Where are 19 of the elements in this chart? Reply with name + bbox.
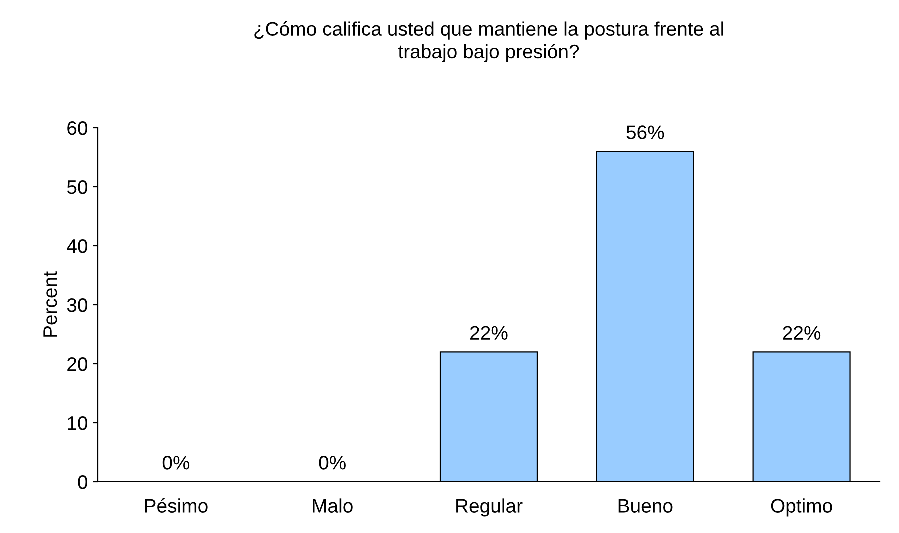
y-tick-label: 30 — [67, 298, 88, 312]
y-tick-label: 40 — [67, 239, 88, 254]
x-tick-label: Malo — [313, 498, 353, 513]
data-label: 56% — [626, 126, 664, 140]
x-tick-label: Optimo — [771, 498, 832, 517]
chart-title: ¿Cómo califica usted que mantiene la postura frente al trabajo bajo presión? — [254, 22, 724, 62]
x-tick-label: Pésimo — [145, 498, 208, 513]
y-tick-label: 0 — [78, 475, 88, 490]
data-label: 0% — [162, 456, 190, 470]
y-tick-label: 50 — [67, 180, 88, 194]
data-label: 22% — [470, 326, 508, 340]
data-label: 22% — [783, 326, 821, 340]
data-label: 0% — [319, 456, 346, 470]
y-tick-label: 60 — [68, 121, 88, 136]
x-tick-label: Regular — [456, 498, 523, 517]
y-tick-label: 10 — [68, 416, 88, 430]
x-tick-label: Bueno — [618, 499, 673, 513]
y-axis-title: Percent — [44, 272, 58, 337]
y-tick-label: 20 — [68, 357, 88, 372]
